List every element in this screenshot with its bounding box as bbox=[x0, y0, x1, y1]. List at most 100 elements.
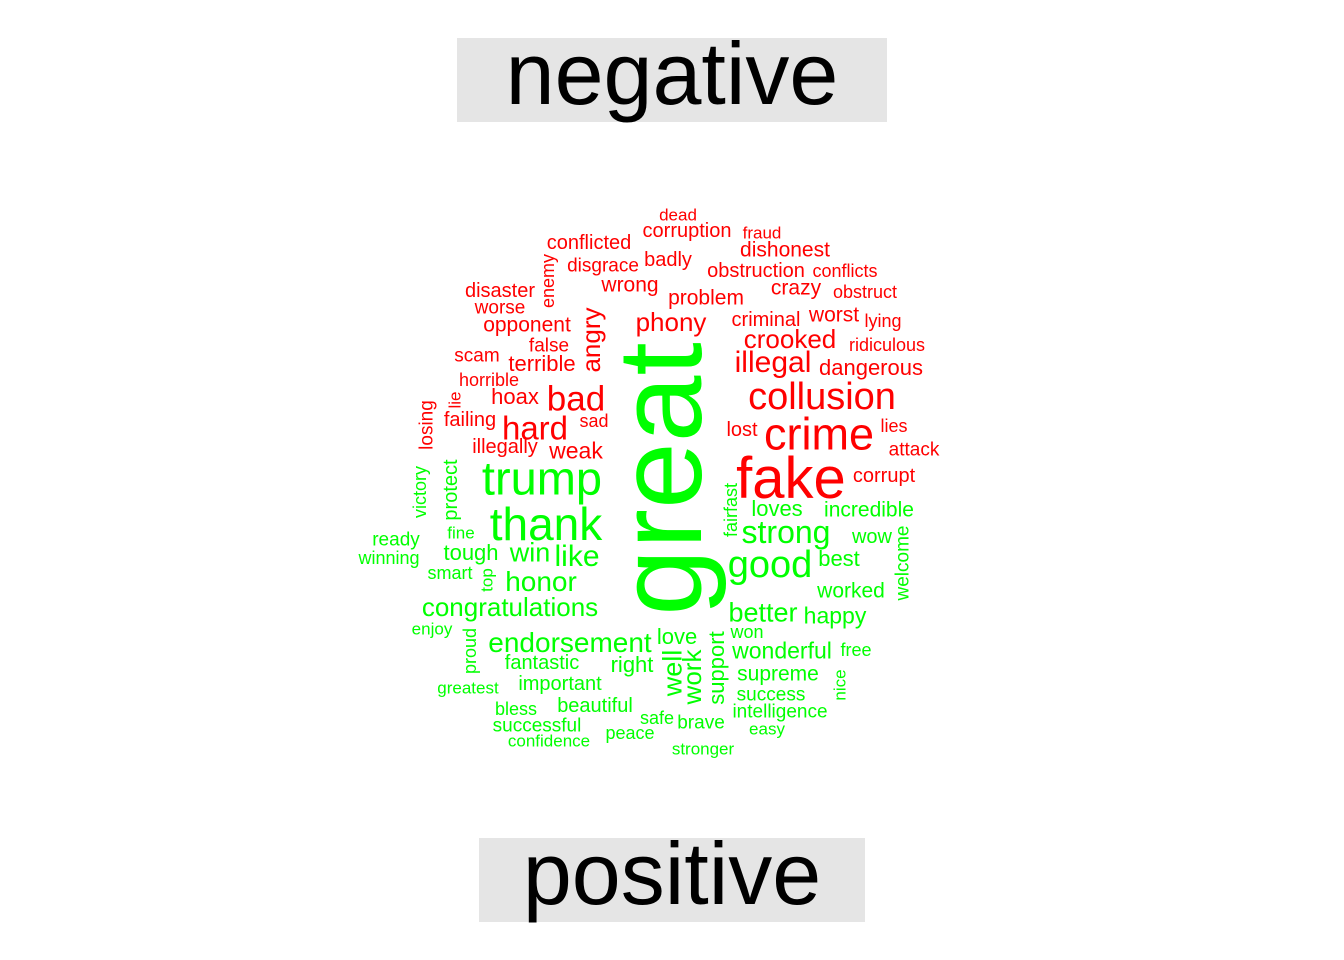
negative-label-box: negative bbox=[457, 30, 887, 122]
word-lie: lie bbox=[445, 391, 465, 409]
word-brave: brave bbox=[677, 712, 725, 734]
word-confidence: confidence bbox=[507, 731, 591, 751]
word-successful: successful bbox=[492, 715, 582, 737]
positive-label: positive bbox=[522, 824, 822, 923]
word-important: important bbox=[518, 673, 602, 695]
word-beautiful: beautiful bbox=[557, 695, 633, 717]
word-peace: peace bbox=[605, 723, 655, 743]
word-good: good bbox=[727, 544, 813, 586]
word-proud: proud bbox=[460, 627, 480, 675]
word-bless: bless bbox=[494, 699, 538, 719]
word-thank: thank bbox=[489, 498, 603, 550]
word-crooked: crooked bbox=[743, 324, 837, 354]
word-greatest: greatest bbox=[437, 678, 499, 698]
word-incredible: incredible bbox=[824, 498, 914, 522]
word-crime: crime bbox=[764, 408, 874, 460]
word-free: free bbox=[840, 640, 872, 660]
word-phony: phony bbox=[635, 307, 707, 337]
word-work: work bbox=[677, 649, 707, 705]
word-ready: ready bbox=[372, 529, 420, 551]
word-fraud: fraud bbox=[742, 223, 782, 243]
word-congratulations: congratulations bbox=[421, 592, 599, 622]
word-scam: scam bbox=[454, 345, 500, 367]
word-conflicted: conflicted bbox=[546, 232, 632, 254]
word-corrupt: corrupt bbox=[852, 465, 916, 487]
word-dead: dead bbox=[659, 205, 697, 225]
word-horrible: horrible bbox=[458, 370, 520, 390]
word-lying: lying bbox=[864, 311, 902, 331]
word-safe: safe bbox=[639, 708, 675, 728]
word-worst: worst bbox=[808, 303, 860, 327]
word-hoax: hoax bbox=[491, 384, 539, 409]
word-worked: worked bbox=[817, 579, 885, 603]
word-strong: strong bbox=[741, 514, 831, 550]
word-illegally: illegally bbox=[472, 436, 538, 458]
word-opponent: opponent bbox=[483, 313, 571, 337]
word-dishonest: dishonest bbox=[740, 238, 830, 262]
word-fake: fake bbox=[736, 446, 846, 511]
word-dangerous: dangerous bbox=[819, 355, 923, 380]
word-stronger: stronger bbox=[671, 739, 735, 759]
word-success: success bbox=[736, 684, 806, 706]
positive-label-box: positive bbox=[479, 830, 865, 922]
word-corruption: corruption bbox=[642, 220, 732, 242]
word-love: love bbox=[656, 624, 698, 649]
word-hard: hard bbox=[501, 409, 569, 447]
word-welcome: welcome bbox=[892, 525, 914, 601]
word-worse: worse bbox=[474, 297, 526, 319]
word-better: better bbox=[728, 597, 798, 628]
word-won: won bbox=[730, 622, 764, 642]
word-support: support bbox=[704, 631, 729, 705]
word-tough: tough bbox=[443, 540, 499, 565]
word-enemy: enemy bbox=[538, 253, 558, 309]
word-sad: sad bbox=[579, 411, 609, 431]
word-enjoy: enjoy bbox=[411, 619, 453, 639]
word-ridiculous: ridiculous bbox=[848, 335, 926, 355]
word-great: great bbox=[593, 342, 727, 616]
word-like: like bbox=[554, 540, 600, 573]
word-winning: winning bbox=[358, 548, 420, 568]
word-wow: wow bbox=[851, 526, 893, 548]
word-trump: trump bbox=[481, 451, 603, 505]
word-criminal: criminal bbox=[731, 309, 801, 331]
word-terrible: terrible bbox=[508, 351, 576, 376]
word-lies: lies bbox=[880, 416, 908, 436]
word-best: best bbox=[818, 546, 860, 571]
word-disgrace: disgrace bbox=[567, 255, 639, 277]
word-happy: happy bbox=[803, 602, 867, 629]
word-losing: losing bbox=[416, 400, 438, 450]
word-problem: problem bbox=[668, 286, 744, 310]
word-victory: victory bbox=[410, 465, 430, 519]
word-weak: weak bbox=[549, 437, 603, 464]
word-disaster: disaster bbox=[464, 280, 536, 302]
word-obstruction: obstruction bbox=[707, 260, 805, 282]
word-obstruct: obstruct bbox=[832, 282, 898, 302]
word-crazy: crazy bbox=[770, 276, 822, 300]
word-conflicts: conflicts bbox=[812, 261, 878, 281]
word-honor: honor bbox=[505, 566, 577, 597]
word-fantastic: fantastic bbox=[504, 652, 580, 674]
word-bad: bad bbox=[546, 379, 606, 419]
word-win: win bbox=[509, 537, 551, 568]
word-fine: fine bbox=[447, 523, 475, 543]
word-nice: nice bbox=[830, 669, 850, 701]
word-wrong: wrong bbox=[601, 273, 659, 297]
word-attack: attack bbox=[888, 439, 940, 461]
word-endorsement: endorsement bbox=[488, 627, 652, 658]
word-protect: protect bbox=[440, 459, 462, 521]
word-failing: failing bbox=[443, 409, 497, 431]
word-top: top bbox=[477, 568, 497, 592]
word-right: right bbox=[610, 652, 654, 677]
word-badly: badly bbox=[644, 249, 692, 271]
word-loves: loves bbox=[751, 496, 803, 521]
word-wonderful: wonderful bbox=[732, 637, 832, 664]
word-fairfast: fairfast bbox=[721, 482, 741, 538]
word-easy: easy bbox=[749, 719, 785, 739]
word-supreme: supreme bbox=[737, 662, 819, 686]
word-lost: lost bbox=[726, 419, 758, 441]
word-false: false bbox=[528, 335, 570, 357]
word-illegal: illegal bbox=[734, 346, 812, 379]
word-collusion: collusion bbox=[748, 376, 896, 418]
word-smart: smart bbox=[427, 563, 473, 583]
